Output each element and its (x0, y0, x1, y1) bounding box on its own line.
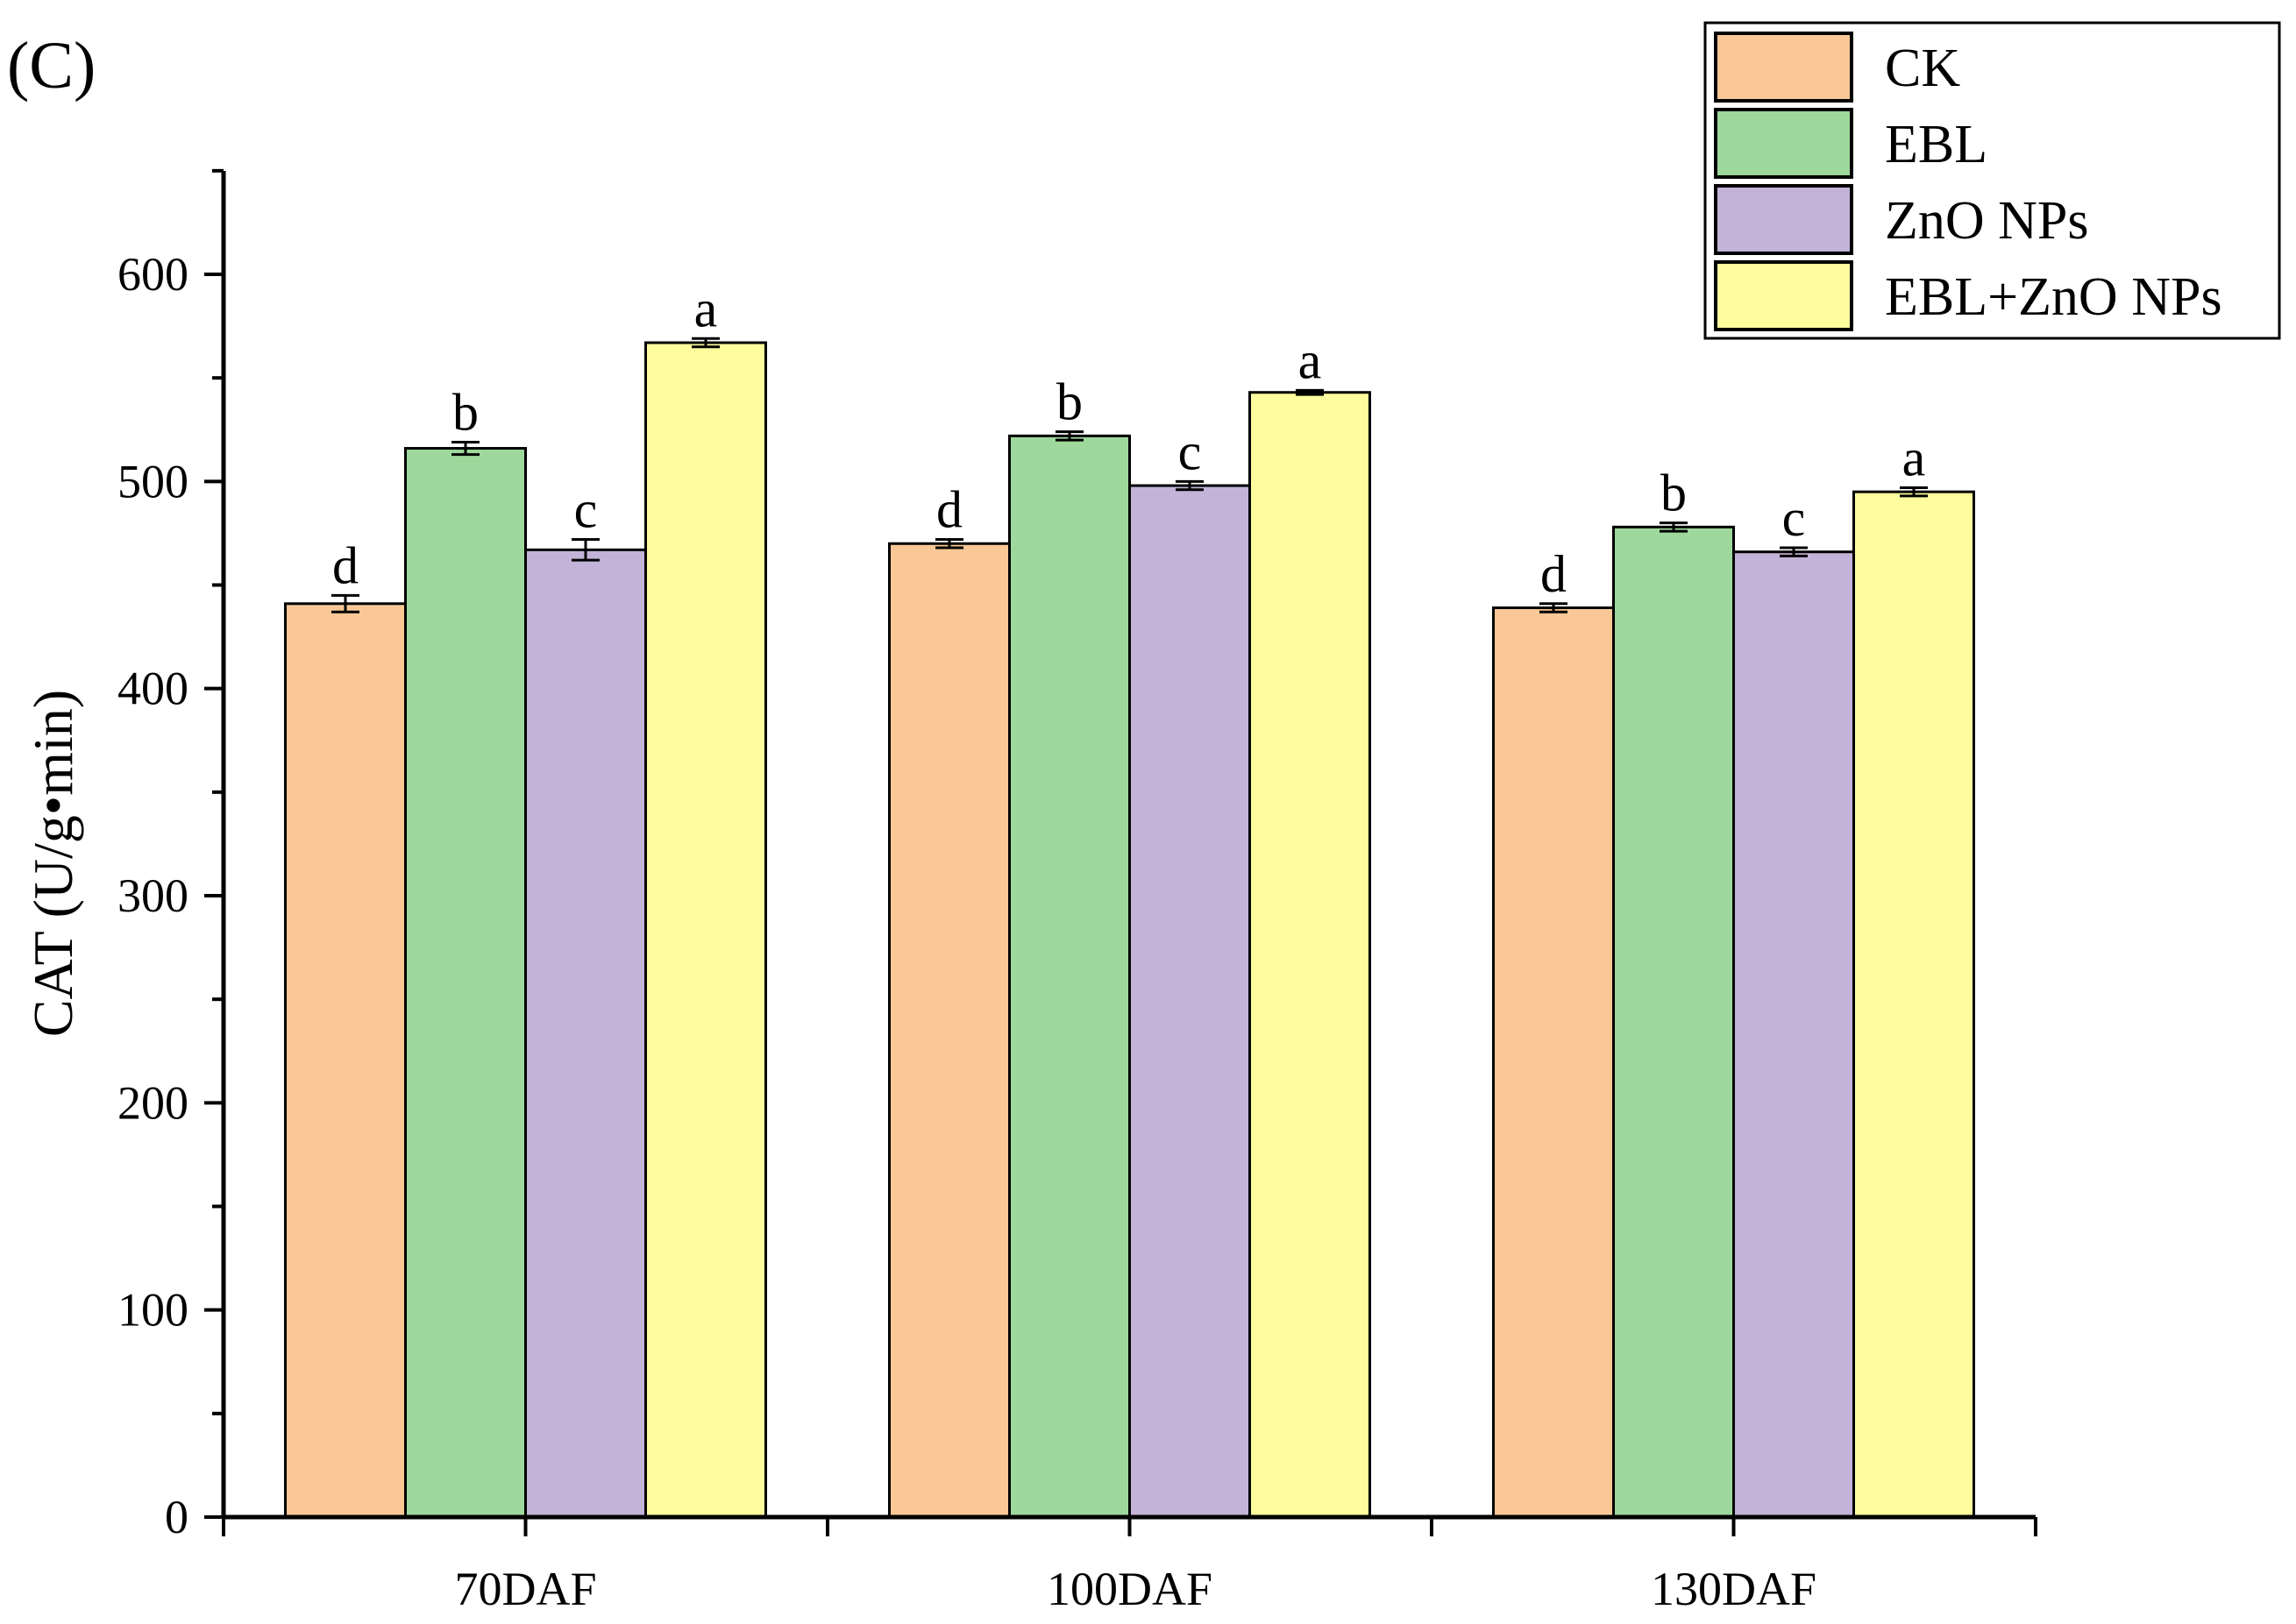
x-category-label: 130DAF (1651, 1563, 1816, 1615)
bar (284, 602, 407, 1519)
bar (644, 341, 767, 1519)
bar (888, 542, 1011, 1519)
bar (1248, 391, 1371, 1519)
bar (524, 548, 647, 1519)
significance-letter: b (1660, 465, 1687, 522)
y-tick-label: 0 (165, 1491, 188, 1543)
legend-swatch (1714, 32, 1853, 103)
legend-label: EBL (1885, 115, 1987, 174)
significance-letter: a (1902, 429, 1926, 486)
legend-swatch (1714, 184, 1853, 255)
legend-swatch (1714, 260, 1853, 331)
significance-letter: a (1298, 331, 1322, 389)
bar (1492, 606, 1615, 1519)
x-category-label: 70DAF (454, 1563, 596, 1615)
legend-swatch (1714, 108, 1853, 179)
bar (1732, 550, 1855, 1519)
legend-label: ZnO NPs (1885, 191, 2089, 251)
significance-letter: d (332, 536, 359, 594)
significance-letter: c (574, 481, 598, 539)
significance-letter: b (452, 383, 479, 441)
legend-label: CK (1885, 39, 1960, 98)
y-tick-label: 300 (117, 869, 188, 922)
significance-letter: b (1056, 373, 1083, 431)
bar (1612, 525, 1735, 1519)
y-axis-title: CAT (U/g•min) (22, 690, 84, 1037)
y-tick-label: 100 (117, 1284, 188, 1337)
y-tick-label: 200 (117, 1076, 188, 1129)
bar (404, 447, 527, 1519)
bar (1128, 484, 1251, 1519)
y-tick-label: 500 (117, 455, 188, 507)
significance-letter: d (936, 481, 963, 539)
panel-label: (C) (7, 29, 96, 103)
y-tick-label: 600 (117, 248, 188, 301)
significance-letter: c (1178, 422, 1202, 480)
significance-letter: d (1540, 545, 1567, 603)
y-tick-label: 400 (117, 663, 188, 715)
significance-letter: a (694, 280, 718, 337)
x-category-label: 100DAF (1047, 1563, 1212, 1615)
legend-label: EBL+ZnO NPs (1885, 267, 2222, 327)
bar (1852, 490, 1975, 1519)
bar (1008, 434, 1131, 1519)
legend: CK EBL ZnO NPs EBL+ZnO NPs (1703, 21, 2281, 340)
significance-letter: c (1782, 489, 1806, 547)
